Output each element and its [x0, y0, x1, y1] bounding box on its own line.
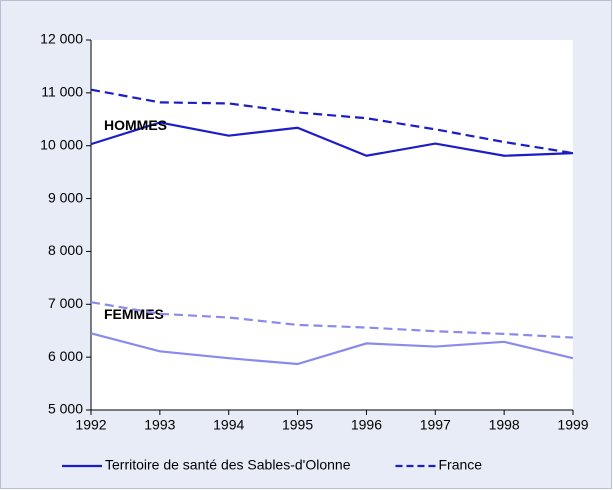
x-tick-label: 1999 [557, 417, 588, 433]
x-tick-label: 1992 [75, 417, 106, 433]
x-tick-label: 1997 [420, 417, 451, 433]
series-line [90, 121, 574, 157]
series-line [90, 301, 574, 339]
plot-area [91, 40, 573, 410]
x-tick-label: 1994 [213, 417, 244, 433]
y-tick-label: 9 000 [48, 189, 83, 205]
series-line [90, 332, 574, 366]
x-tick-label: 1996 [351, 417, 382, 433]
legend-label: Territoire de santé des Sables-d'Olonne [105, 457, 351, 473]
group-label: FEMMES [104, 306, 164, 322]
y-tick-label: 12 000 [40, 31, 83, 47]
x-tick-label: 1998 [489, 417, 520, 433]
x-tick-label: 1993 [144, 417, 175, 433]
y-tick-label: 7 000 [48, 295, 83, 311]
y-tick-label: 10 000 [40, 136, 83, 152]
y-tick-label: 11 000 [41, 84, 83, 100]
y-tick-label: 6 000 [48, 348, 83, 364]
y-tick-label: 5 000 [48, 401, 83, 417]
legend-label: France [438, 457, 482, 473]
y-tick-label: 8 000 [48, 242, 83, 258]
group-label: HOMMES [104, 117, 167, 133]
x-tick-label: 1995 [282, 417, 313, 433]
series-line [90, 88, 574, 155]
